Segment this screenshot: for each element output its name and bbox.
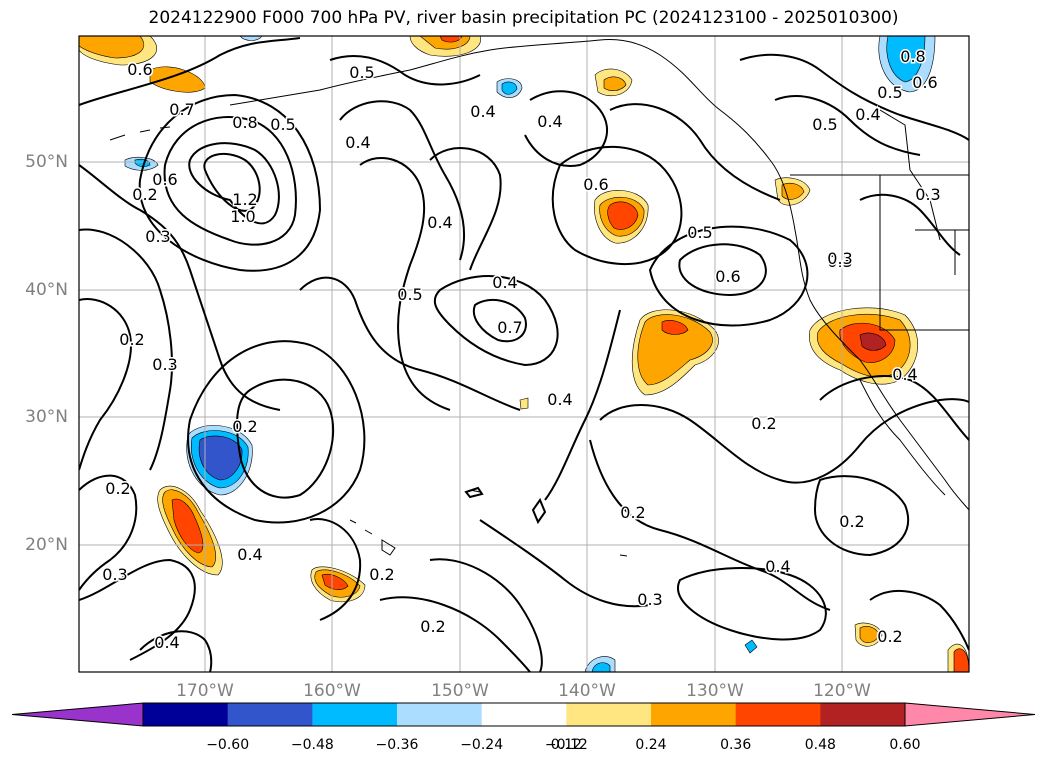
contour-label: 0.4 [237, 545, 262, 564]
contour-label: 0.5 [687, 223, 712, 242]
colorbar-cell [397, 703, 483, 726]
colorbar-tick-label: −0.48 [290, 737, 334, 753]
contour-label: 0.6 [912, 73, 937, 92]
colorbar-tick-label: −0.12 [544, 737, 588, 753]
contour-label: 0.2 [369, 565, 394, 584]
contour-label: 0.3 [145, 227, 170, 246]
contour-label: 0.3 [827, 252, 852, 271]
contour-label: 0.2 [839, 512, 864, 531]
contour-label: 0.7 [497, 318, 522, 337]
lon-label-140w: 140°W [558, 681, 616, 701]
contour-label: 0.3 [102, 565, 127, 584]
graticule [79, 36, 969, 672]
colorbar-cell [481, 703, 567, 726]
lon-label-130w: 130°W [686, 681, 744, 701]
colorbar-cell [735, 703, 821, 726]
contour-labels: 0.6 0.7 0.8 0.5 0.5 0.4 0.4 0.4 0.4 0.5 0.8 0.6 0.5 0… [101, 46, 942, 654]
lat-label-20n: 20°N [25, 535, 68, 555]
colorbar-extend-max [904, 702, 1036, 727]
contour-label: 0.2 [119, 330, 144, 349]
contour-label: 0.5 [349, 63, 374, 82]
colorbar-tick-label: 0.24 [635, 737, 667, 753]
contour-label: 0.3 [915, 185, 940, 204]
colorbar-tick-label: −0.60 [206, 737, 250, 753]
colorbar-tick-label: 0.36 [720, 737, 752, 753]
lon-label-120w: 120°W [813, 681, 871, 701]
contour-label: 0.2 [877, 627, 902, 646]
contour-label: 0.2 [751, 414, 776, 433]
contour-label: 0.8 [900, 47, 925, 66]
contour-label: 0.5 [812, 115, 837, 134]
lon-label-170w: 170°W [176, 681, 234, 701]
colorbar-extend-min [11, 702, 144, 727]
lon-label-160w: 160°W [303, 681, 361, 701]
lat-label-30n: 30°N [25, 407, 68, 427]
contour-label: 0.5 [270, 115, 295, 134]
colorbar-cell [566, 703, 652, 726]
map-title: 2024122900 F000 700 hPa PV, river basin … [148, 8, 899, 28]
contour-label: 0.4 [345, 133, 370, 152]
colorbar-tick-label: 0.48 [804, 737, 836, 753]
colorbar-cell [227, 703, 313, 726]
contour-label: 0.2 [232, 417, 257, 436]
contour-label: 0.3 [152, 355, 177, 374]
contour-label: 0.3 [637, 590, 662, 609]
colorbar-cell [820, 703, 906, 726]
lat-label-40n: 40°N [25, 280, 68, 300]
contour-label: 0.5 [397, 285, 422, 304]
contour-label: 0.2 [105, 479, 130, 498]
contour-label: 0.8 [232, 113, 257, 132]
contour-label: 0.6 [127, 60, 152, 79]
contour-label: 0.5 [877, 83, 902, 102]
contour-label: 0.4 [470, 102, 495, 121]
contour-label: 0.4 [537, 112, 562, 131]
colorbar-cell [143, 703, 229, 726]
contour-label: 0.4 [855, 105, 880, 124]
contour-label: 0.4 [765, 557, 790, 576]
contour-label: 0.4 [492, 273, 517, 292]
contour-label: 0.2 [132, 185, 157, 204]
lon-label-150w: 150°W [431, 681, 489, 701]
contour-label: 1.2 [232, 190, 257, 209]
pv-contours [79, 37, 969, 672]
colorbar-tick-label: 0.60 [889, 737, 921, 753]
contour-label: 0.6 [715, 267, 740, 286]
colorbar-cell [651, 703, 737, 726]
colorbar-tick-label: 0.12 [550, 737, 582, 753]
coastlines [109, 39, 969, 557]
contour-label: 1.0 [230, 207, 255, 226]
map-panel: 0.6 0.7 0.8 0.5 0.5 0.4 0.4 0.4 0.4 0.5 0.8 0.6 0.5 0… [78, 35, 970, 673]
colorbar-tick-label: −0.24 [460, 737, 504, 753]
contour-label: 0.4 [154, 633, 179, 652]
colorbar-cell [312, 703, 398, 726]
precip-shading [79, 36, 969, 672]
contour-label: 0.3 [827, 249, 852, 268]
contour-label: 0.2 [420, 617, 445, 636]
colorbar-tick-label: −0.36 [375, 737, 419, 753]
contour-label: 0.4 [892, 365, 917, 384]
colorbar [11, 702, 1036, 727]
map-frame [78, 35, 970, 673]
contour-label: 0.6 [152, 170, 177, 189]
contour-label: 0.2 [620, 503, 645, 522]
contour-label: 0.6 [583, 175, 608, 194]
contour-label: 0.4 [547, 390, 572, 409]
lat-label-50n: 50°N [25, 152, 68, 172]
contour-label: 0.7 [169, 100, 194, 119]
contour-label: 0.4 [427, 213, 452, 232]
